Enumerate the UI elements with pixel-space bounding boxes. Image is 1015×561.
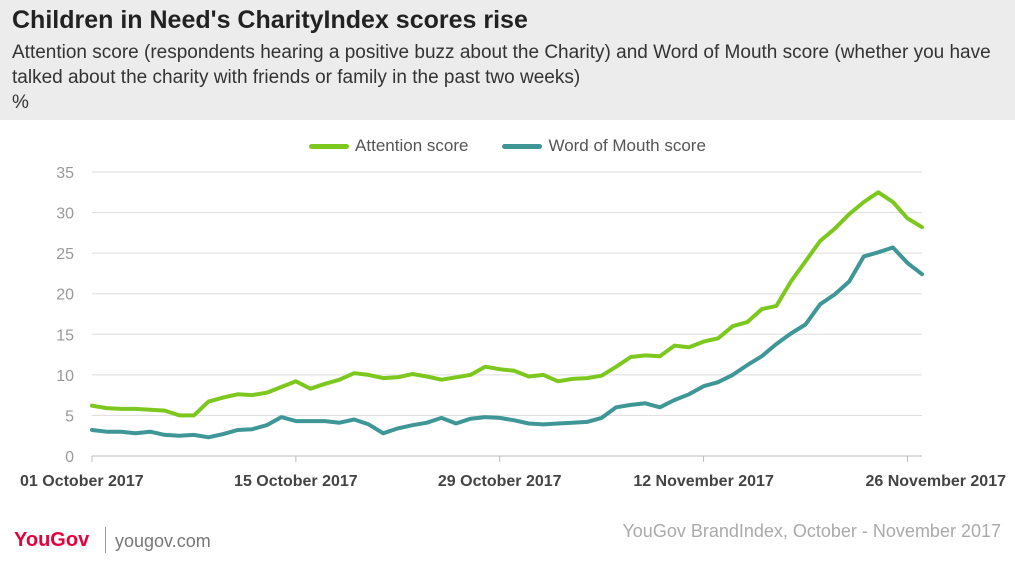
x-axis: 01 October 2017 15 October 2017 29 October… bbox=[20, 455, 1006, 490]
legend-swatch-word-of-mouth bbox=[502, 143, 543, 149]
legend-label-attention: Attention score bbox=[355, 136, 469, 155]
y-tick-label: 30 bbox=[56, 206, 74, 223]
unit-label: % bbox=[12, 92, 29, 113]
x-tick-label: 01 October 2017 bbox=[20, 473, 144, 490]
legend-label-word-of-mouth: Word of Mouth score bbox=[548, 136, 706, 155]
y-axis: 0 5 10 15 20 25 30 35 bbox=[56, 165, 74, 466]
series-line-word-of-mouth bbox=[90, 245, 924, 440]
chart-title: Children in Need's CharityIndex scores r… bbox=[12, 6, 528, 34]
footer-url[interactable]: yougov.com bbox=[115, 531, 211, 551]
source-note: YouGov BrandIndex, October - November 20… bbox=[622, 521, 1001, 541]
chart-subtitle: Attention score (respondents hearing a p… bbox=[12, 40, 1007, 115]
y-tick-label: 0 bbox=[65, 449, 74, 466]
series-line-attention bbox=[90, 190, 924, 418]
footer-divider bbox=[105, 527, 106, 553]
legend-item-word-of-mouth: Word of Mouth score bbox=[502, 136, 706, 156]
legend-swatch-attention bbox=[309, 143, 350, 149]
x-tick-label: 12 November 2017 bbox=[633, 473, 774, 490]
y-tick-label: 15 bbox=[56, 327, 74, 344]
grid-lines bbox=[92, 171, 922, 416]
series-lines bbox=[90, 190, 924, 440]
y-tick-label: 5 bbox=[65, 408, 74, 425]
x-tick-label: 26 November 2017 bbox=[865, 473, 1006, 490]
legend: Attention score Word of Mouth score bbox=[0, 136, 1015, 156]
subtitle-text: Attention score (respondents hearing a p… bbox=[12, 42, 991, 88]
y-tick-label: 20 bbox=[56, 287, 74, 304]
y-tick-label: 35 bbox=[56, 165, 74, 182]
x-tick-label: 15 October 2017 bbox=[234, 473, 358, 490]
y-tick-label: 25 bbox=[56, 246, 74, 263]
legend-item-attention: Attention score bbox=[309, 136, 468, 156]
y-tick-label: 10 bbox=[56, 368, 74, 385]
line-chart: 0 5 10 15 20 25 30 35 01 October 2017 15 October… bbox=[20, 165, 1006, 490]
yougov-logo: YouGov bbox=[14, 529, 90, 551]
x-tick-label: 29 October 2017 bbox=[438, 473, 562, 490]
header: Children in Need's CharityIndex scores r… bbox=[0, 0, 1015, 120]
